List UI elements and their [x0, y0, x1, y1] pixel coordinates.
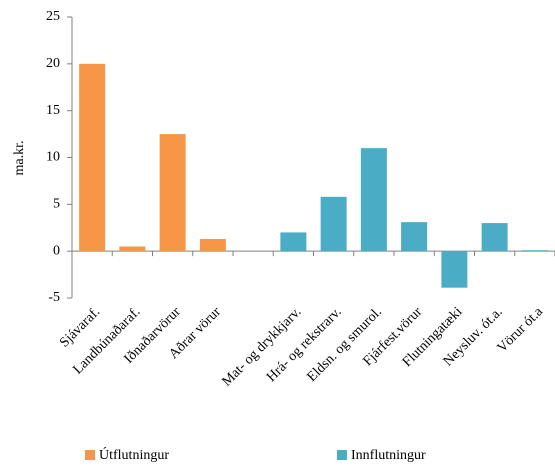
y-tick-label: 20: [46, 56, 60, 71]
bar: [481, 223, 508, 252]
bar: [441, 251, 468, 288]
y-tick-label: 15: [46, 103, 60, 118]
bar: [360, 148, 387, 252]
bar: [280, 232, 307, 252]
legend-label: Útflutningur: [99, 446, 169, 463]
y-tick-label: 5: [53, 197, 60, 212]
bar: [199, 238, 226, 252]
legend-swatch: [85, 450, 95, 460]
bar: [401, 222, 428, 252]
bar: [521, 250, 548, 252]
bar: [79, 63, 106, 252]
legend-label: Innflutningur: [351, 448, 426, 463]
y-tick-label: -5: [48, 290, 60, 305]
y-tick-label: 25: [46, 9, 60, 24]
y-axis-label: ma.kr.: [12, 141, 27, 176]
x-tick-label: Eldsn. og smurol.: [305, 304, 385, 384]
x-tick-label: Hrá- og rekstrarv.: [264, 304, 345, 385]
y-tick-label: 10: [46, 150, 60, 165]
bar: [159, 134, 186, 252]
bar: [119, 246, 146, 252]
x-tick-label: Vörur ót.a: [495, 304, 547, 356]
legend-swatch: [337, 450, 347, 460]
bar: [320, 196, 347, 252]
y-tick-label: 0: [53, 243, 60, 258]
